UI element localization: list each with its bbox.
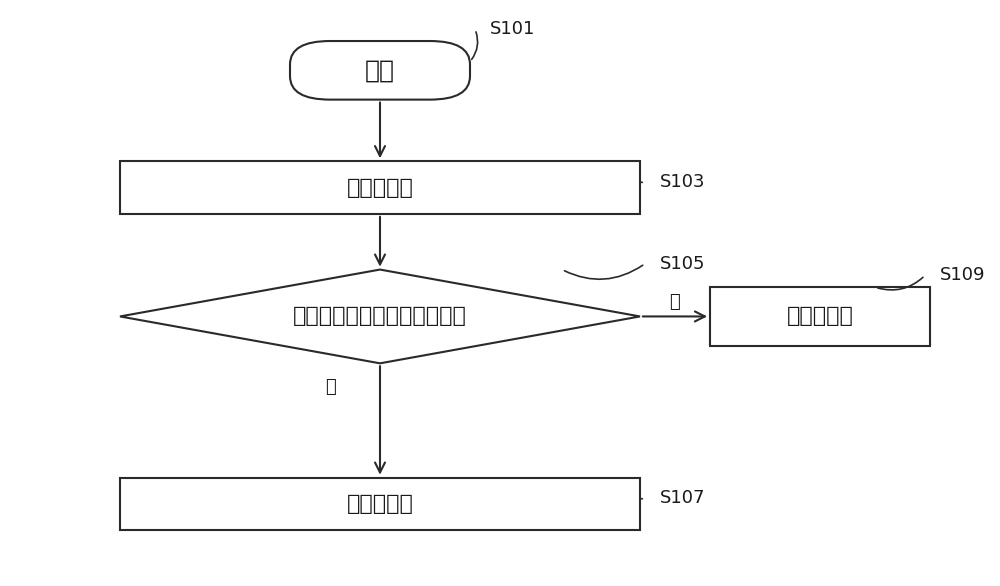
Bar — [120, 478, 640, 530]
Text: 计数值是否等于设定的周期値: 计数值是否等于设定的周期値 — [293, 306, 467, 326]
Text: S109: S109 — [940, 267, 986, 284]
Bar — [120, 161, 640, 214]
Text: S103: S103 — [660, 173, 706, 190]
Text: 否: 否 — [670, 293, 680, 311]
Text: S107: S107 — [660, 489, 706, 507]
Text: 实时输入値: 实时输入値 — [787, 306, 853, 326]
Text: 开始: 开始 — [365, 59, 395, 82]
Text: S101: S101 — [490, 21, 535, 38]
FancyBboxPatch shape — [290, 41, 470, 100]
Text: 是: 是 — [325, 378, 335, 396]
Polygon shape — [120, 270, 640, 363]
Text: 计数器计数: 计数器计数 — [347, 178, 413, 197]
Text: 输入特定値: 输入特定値 — [347, 494, 413, 514]
Bar — [710, 287, 930, 346]
Text: S105: S105 — [660, 255, 706, 272]
